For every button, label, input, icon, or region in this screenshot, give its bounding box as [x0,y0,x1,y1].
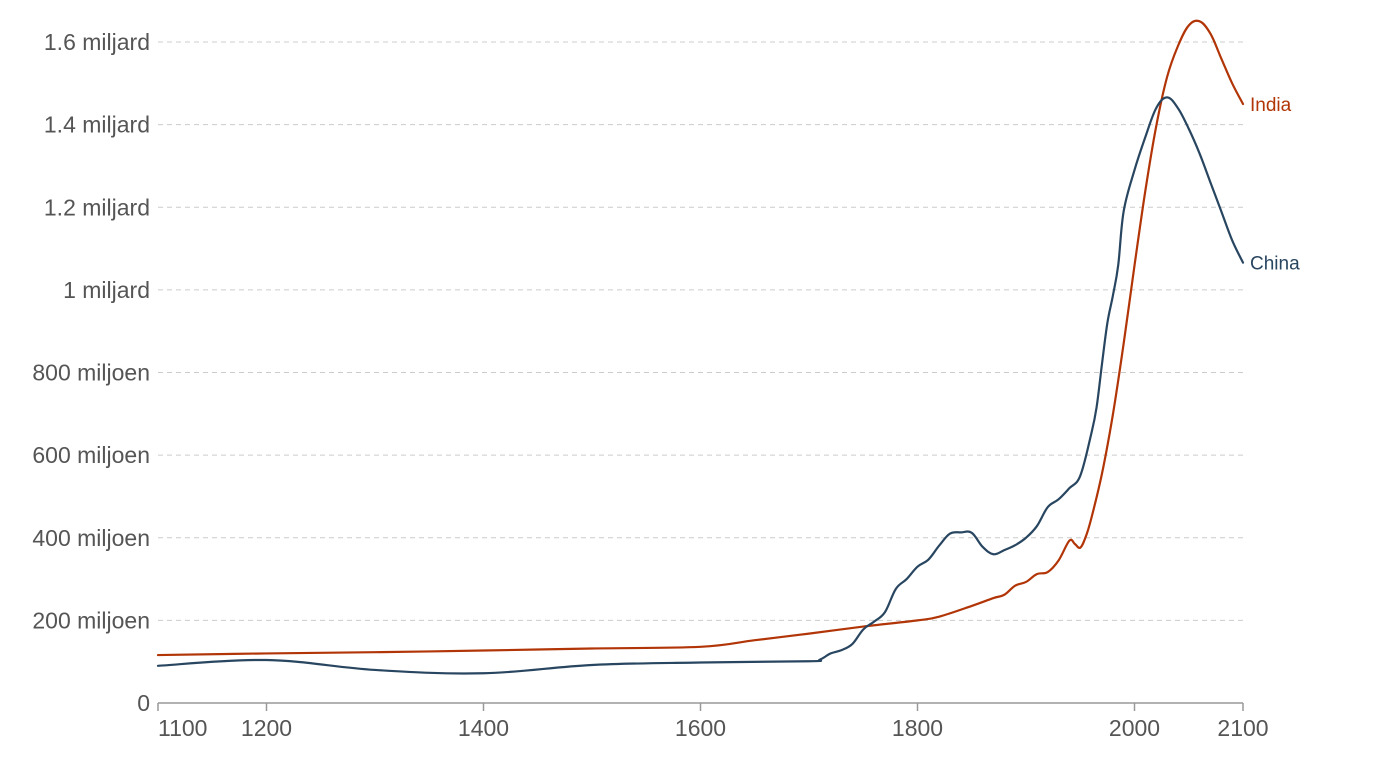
grid-layer [158,41,1243,621]
series-label-china: China [1250,254,1300,275]
series-line-india [156,19,1245,657]
y-tick-label: 1.6 miljard [44,29,150,55]
y-tick-label: 200 miljoen [32,607,150,633]
y-tick-label: 800 miljoen [32,360,150,386]
series-layer [156,19,1245,675]
x-tick-label: 2000 [1109,715,1160,741]
series-line-china [156,96,1245,675]
axis-layer: 0 200 miljoen 400 miljoen 600 miljoen 800 mi… [32,29,1268,741]
y-tick-label: 0 [137,690,150,716]
y-tick-label: 1.2 miljard [44,194,150,220]
y-tick-label: 1 miljard [63,277,150,303]
x-tick-label: 1600 [675,715,726,741]
x-tick-label: 2100 [1217,715,1268,741]
y-tick-label: 400 miljoen [32,525,150,551]
label-layer: India China [1250,95,1300,275]
y-tick-label: 1.4 miljard [44,112,150,138]
y-tick-label: 600 miljoen [32,442,150,468]
x-tick-label: 1100 [158,715,207,741]
x-tick-label: 1800 [892,715,943,741]
series-label-india: India [1250,95,1292,116]
x-tick-label: 1400 [458,715,509,741]
x-tick-label: 1200 [241,715,292,741]
